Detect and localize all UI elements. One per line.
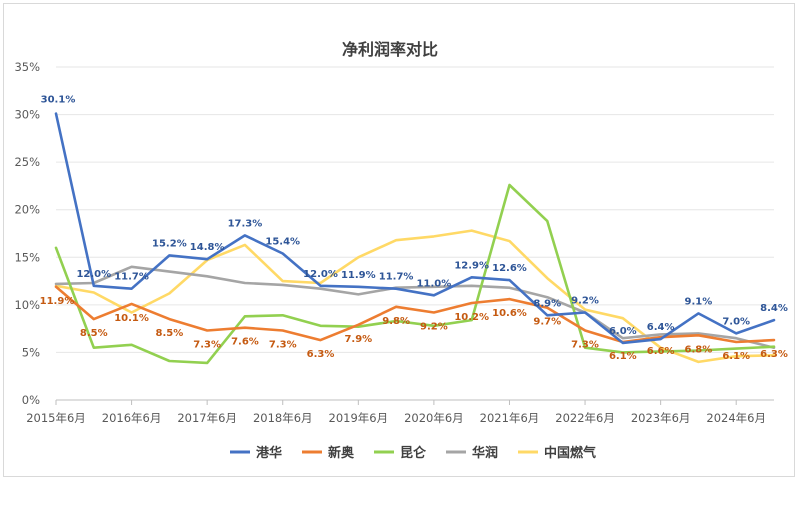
- data-label: 7.3%: [193, 340, 221, 351]
- y-tick-label: 5%: [22, 345, 40, 359]
- data-label: 6.1%: [722, 351, 750, 362]
- data-label: 11.7%: [114, 272, 149, 283]
- data-label: 11.9%: [341, 270, 376, 281]
- data-label: 6.0%: [609, 326, 637, 337]
- data-label: 11.0%: [417, 278, 452, 289]
- series-line-4: [54, 229, 776, 364]
- x-axis: 2015年6月 2016年6月 2017年6月 2018年6月 2019年6月 2020年…: [26, 400, 766, 425]
- x-tick-label: 2020年6月: [404, 411, 464, 425]
- data-label: 8.5%: [156, 328, 184, 339]
- data-label: 8.9%: [533, 298, 561, 309]
- x-tick-label: 2022年6月: [555, 411, 615, 425]
- data-label: 7.9%: [344, 334, 372, 345]
- data-label: 7.6%: [231, 337, 259, 348]
- y-tick-label: 35%: [14, 60, 40, 74]
- data-label: 7.3%: [571, 340, 599, 351]
- series-line-2: [54, 183, 776, 365]
- legend-item-label: 中国燃气: [544, 445, 596, 461]
- legend-item-label: 昆仑: [400, 445, 427, 461]
- legend: 港华 新奥 昆仑 华润 中国燃气: [230, 445, 596, 461]
- data-label: 7.0%: [722, 316, 750, 327]
- data-label: 17.3%: [228, 218, 263, 229]
- y-axis-ticks: 0% 5% 10% 15% 20% 25% 30% 35%: [14, 60, 40, 407]
- data-label: 9.8%: [382, 316, 410, 327]
- data-label: 12.0%: [76, 269, 111, 280]
- x-tick-label: 2018年6月: [253, 411, 313, 425]
- data-label: 9.7%: [533, 317, 561, 328]
- data-label: 6.6%: [647, 346, 675, 357]
- data-label: 8.5%: [80, 328, 108, 339]
- data-label: 10.1%: [114, 313, 149, 324]
- series-lines: [54, 112, 776, 365]
- data-label: 6.3%: [760, 349, 788, 360]
- y-tick-label: 25%: [14, 155, 40, 169]
- data-label: 12.0%: [303, 269, 338, 280]
- legend-item-label: 港华: [256, 445, 282, 461]
- series-line-1: [54, 285, 776, 344]
- data-label: 9.1%: [685, 296, 713, 307]
- data-label: 30.1%: [41, 95, 76, 106]
- legend-item-label: 新奥: [328, 445, 355, 461]
- data-label: 10.2%: [454, 312, 489, 323]
- x-tick-label: 2024年6月: [706, 411, 766, 425]
- y-tick-label: 0%: [22, 393, 40, 407]
- x-tick-label: 2016年6月: [102, 411, 162, 425]
- y-tick-label: 30%: [14, 108, 40, 122]
- x-tick-label: 2021年6月: [480, 411, 540, 425]
- x-tick-label: 2015年6月: [26, 411, 86, 425]
- data-labels: 30.1%12.0% 11.7%15.2% 14.8%17.3%15.4%12.0%…: [40, 95, 788, 362]
- data-label: 9.2%: [571, 295, 599, 306]
- y-tick-label: 10%: [14, 298, 40, 312]
- data-label: 6.1%: [609, 351, 637, 362]
- data-label: 6.3%: [307, 349, 335, 360]
- data-label: 9.2%: [420, 321, 448, 332]
- y-tick-label: 15%: [14, 250, 40, 264]
- data-label: 6.8%: [685, 344, 713, 355]
- x-tick-label: 2023年6月: [631, 411, 691, 425]
- data-label: 14.8%: [190, 242, 225, 253]
- series-line-3: [54, 265, 776, 350]
- data-label: 6.4%: [647, 322, 675, 333]
- data-label: 7.3%: [269, 340, 297, 351]
- data-label: 8.4%: [760, 303, 788, 314]
- data-label: 12.6%: [492, 263, 527, 274]
- data-label: 15.2%: [152, 238, 187, 249]
- series-line-0: [54, 112, 776, 345]
- data-label: 11.9%: [40, 296, 75, 307]
- data-label: 12.9%: [454, 260, 489, 271]
- x-tick-label: 2017年6月: [177, 411, 237, 425]
- legend-item-label: 华润: [472, 445, 498, 461]
- x-tick-label: 2019年6月: [329, 411, 389, 425]
- y-tick-label: 20%: [14, 203, 40, 217]
- data-label: 11.7%: [379, 272, 414, 283]
- chart-title: 净利润率对比: [342, 40, 438, 59]
- data-label: 10.6%: [492, 308, 527, 319]
- data-label: 15.4%: [265, 236, 300, 247]
